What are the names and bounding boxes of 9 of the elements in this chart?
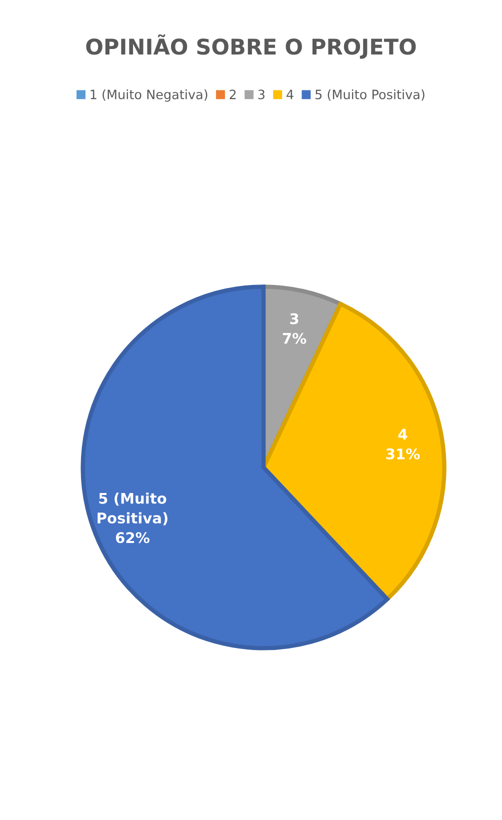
chart-title: OPINIÃO SOBRE O PROJETO — [86, 34, 416, 59]
data-label: 3 7% — [282, 313, 306, 344]
legend-label: 5 (Muito Positiva) — [316, 89, 424, 101]
legend-label: 2 — [230, 90, 236, 100]
legend-label: 3 — [258, 90, 264, 100]
data-label: 4 31% — [386, 428, 420, 460]
legend-label: 1 (Muito Negativa) — [90, 89, 208, 102]
legend-label: 4 — [286, 90, 294, 100]
data-label: 5 (Muito Positiva) 62% — [98, 492, 168, 544]
